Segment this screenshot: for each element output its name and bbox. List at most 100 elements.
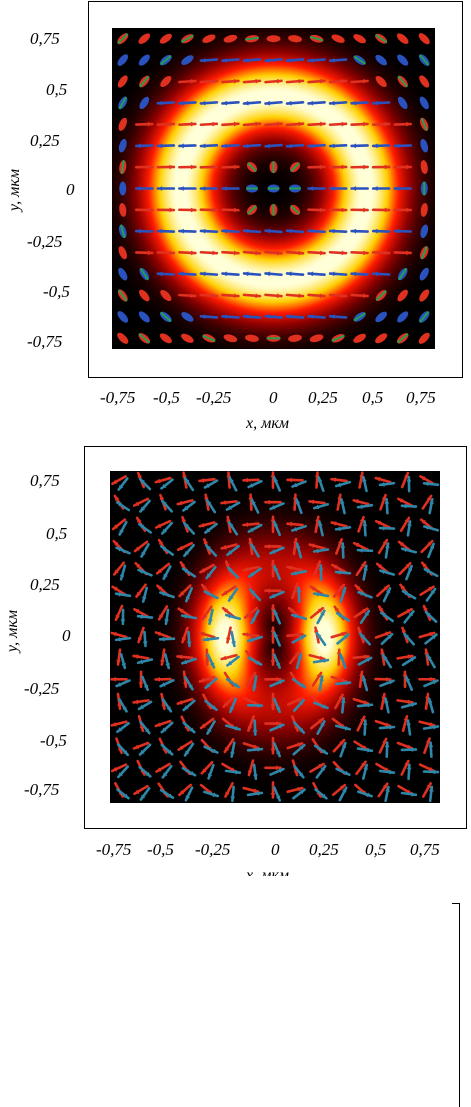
arrow-head — [363, 700, 369, 705]
polarization-arrow — [178, 121, 197, 127]
x-tick-label: 0,5 — [365, 840, 387, 859]
arrow-head — [292, 494, 298, 500]
arrow-head — [421, 519, 427, 525]
arrow-head — [314, 504, 320, 510]
arrow-head — [229, 522, 234, 528]
arrow-head — [275, 751, 281, 757]
arrow-head — [321, 749, 327, 754]
polarization-arrow — [405, 564, 413, 581]
polarization-arrow — [422, 769, 440, 775]
polarization-arrow — [424, 610, 438, 623]
polarization-arrow — [182, 721, 196, 734]
arrow-head — [162, 772, 168, 778]
polarization-arrow — [314, 471, 320, 489]
polarization-arrow — [356, 547, 374, 553]
arrow-head — [380, 525, 385, 531]
ellipse-axis — [117, 33, 129, 44]
arrow-head — [160, 682, 166, 687]
x-tick-label: 0,5 — [362, 388, 384, 407]
ellipse-axis — [290, 162, 300, 172]
arrow-head — [179, 143, 184, 149]
arrow-head — [122, 706, 127, 712]
arrow-head — [212, 792, 218, 797]
polarization-arrow — [374, 676, 392, 682]
arrow-head — [364, 611, 369, 617]
polarization-arrow — [339, 586, 347, 603]
polarization-arrow — [200, 761, 214, 775]
polarization-ellipse — [418, 311, 430, 323]
arrow-head — [377, 563, 383, 569]
arrow-head — [433, 724, 438, 730]
polarization-arrow — [176, 697, 194, 705]
polarization-arrow — [318, 564, 324, 581]
arrow-head — [167, 793, 173, 798]
ellipse-shape — [118, 117, 128, 131]
polarization-ellipse — [420, 160, 428, 175]
polarization-arrow — [264, 143, 283, 149]
arrow-head — [222, 186, 227, 191]
polarization-arrow — [292, 698, 306, 712]
polarization-arrow — [393, 207, 412, 213]
polarization-arrow — [350, 271, 369, 277]
x-tick-label: 0 — [269, 388, 278, 407]
polarization-ellipse — [397, 75, 408, 88]
polarization-arrow — [162, 565, 172, 581]
polarization-arrow — [246, 747, 264, 752]
arrow-head — [341, 293, 347, 299]
ellipse-shape — [223, 34, 238, 43]
arrow-head — [204, 494, 209, 500]
arrow-head — [252, 685, 257, 691]
polarization-arrow — [182, 670, 188, 689]
ellipse-shape — [396, 33, 409, 44]
ellipse-axis — [139, 75, 150, 88]
polarization-arrow — [336, 648, 342, 666]
arrow-head — [338, 694, 343, 700]
arrow-head — [341, 207, 347, 213]
polarization-arrow — [141, 675, 149, 692]
polarization-ellipse — [309, 334, 324, 343]
polarization-ellipse — [375, 333, 388, 344]
polarization-arrow — [313, 701, 329, 710]
ellipse-shape — [181, 333, 194, 343]
polarization-arrow — [243, 606, 259, 619]
arrow-head — [298, 293, 304, 299]
arrow-head — [389, 724, 394, 730]
polarization-arrow — [224, 613, 242, 621]
arrow-head — [147, 121, 153, 127]
polarization-arrow — [116, 788, 130, 800]
arrow-head — [341, 743, 347, 749]
polarization-arrow — [226, 655, 240, 667]
arrow-head — [373, 143, 378, 149]
polarization-arrow — [350, 293, 369, 299]
polarization-arrow — [242, 271, 262, 277]
y-axis-label: y, мкм — [4, 609, 21, 653]
ellipse-shape — [353, 34, 366, 44]
ellipse-shape — [288, 35, 302, 43]
arrow-head — [428, 786, 434, 792]
arrow-head — [226, 505, 232, 510]
arrow-head — [385, 588, 391, 594]
arrow-head — [134, 609, 140, 614]
polarization-arrow — [362, 475, 368, 493]
polarization-ellipse — [245, 35, 259, 43]
arrow-head — [230, 751, 235, 757]
x-tick-label: 0,25 — [308, 388, 338, 407]
arrow-head — [212, 250, 217, 256]
polarization-arrow — [335, 767, 351, 776]
arrow-head — [330, 271, 335, 277]
y-tick-label: 0 — [62, 626, 71, 645]
polarization-arrow — [205, 499, 217, 514]
y-tick-label: -0,75 — [27, 332, 63, 351]
polarization-arrow — [361, 675, 369, 692]
ellipse-axis — [309, 36, 324, 42]
arrow-head — [114, 569, 119, 575]
polarization-ellipse — [375, 311, 387, 323]
polarization-arrow — [221, 250, 240, 256]
polarization-arrow — [286, 565, 304, 572]
polarization-ellipse — [375, 289, 387, 302]
polarization-arrow — [334, 693, 344, 710]
arrow-head — [407, 744, 413, 750]
polarization-arrow — [318, 675, 324, 692]
arrow-head — [223, 608, 229, 613]
polarization-ellipse — [223, 34, 238, 43]
